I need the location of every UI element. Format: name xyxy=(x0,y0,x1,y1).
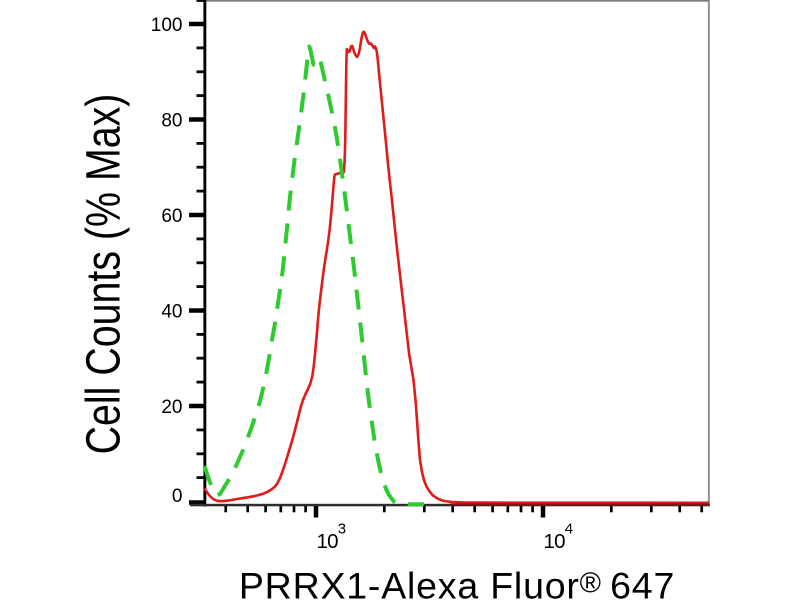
svg-text:100: 100 xyxy=(151,15,183,36)
svg-text:PRRX1-Alexa Fluor® 647: PRRX1-Alexa Fluor® 647 xyxy=(239,564,675,600)
svg-text:60: 60 xyxy=(161,206,182,227)
svg-text:104: 104 xyxy=(544,520,573,553)
svg-text:20: 20 xyxy=(161,397,182,418)
svg-text:0: 0 xyxy=(172,486,183,507)
svg-text:Cell Counts (% Max): Cell Counts (% Max) xyxy=(77,94,131,455)
svg-text:40: 40 xyxy=(161,301,182,322)
svg-text:103: 103 xyxy=(317,520,346,553)
svg-text:80: 80 xyxy=(161,110,182,131)
